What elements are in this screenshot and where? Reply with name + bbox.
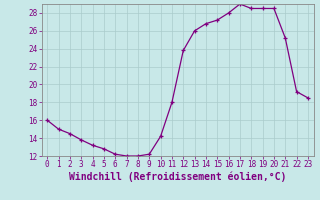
- X-axis label: Windchill (Refroidissement éolien,°C): Windchill (Refroidissement éolien,°C): [69, 172, 286, 182]
